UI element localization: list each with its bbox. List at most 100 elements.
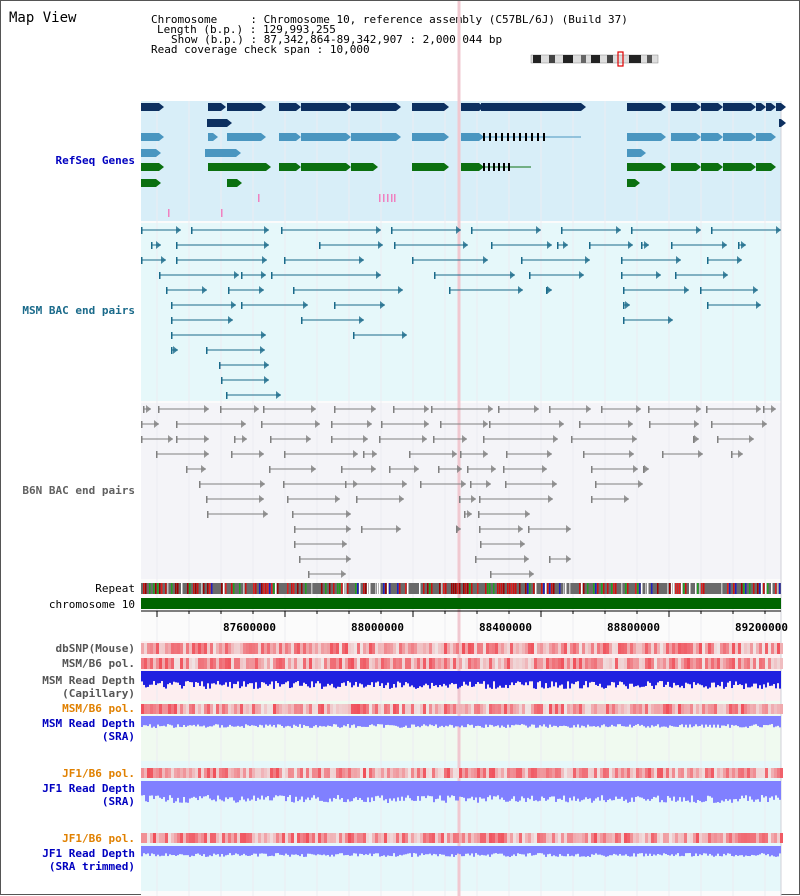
pol-cell: [654, 833, 657, 843]
pair-end: [676, 256, 681, 264]
pol-cell: [675, 768, 678, 778]
pol-cell: [198, 833, 201, 843]
depth-bar: [451, 781, 453, 796]
pol-cell: [363, 643, 366, 654]
pol-cell: [681, 658, 684, 669]
depth-bar: [651, 671, 653, 686]
pair-end: [356, 496, 358, 503]
pol-cell: [357, 768, 360, 778]
depth-bar: [757, 781, 759, 800]
show-info: Show (b.p.) : 87,342,864-89,342,907 : 2,…: [171, 33, 503, 46]
depth-bar: [461, 716, 463, 726]
track-label-msm-b6-pol-2[interactable]: MSM/B6 pol.: [62, 702, 135, 715]
pol-cell: [222, 658, 225, 669]
pair-end: [623, 302, 625, 309]
track-label-jf1-b6-pol[interactable]: JF1/B6 pol.: [62, 767, 135, 780]
polymorphism-tracks[interactable]: [141, 643, 783, 843]
track-label-msm-bac[interactable]: MSM BAC end pairs: [22, 304, 135, 317]
track-label-jf1-b6-pol-2[interactable]: JF1/B6 pol.: [62, 832, 135, 845]
depth-bar: [699, 846, 701, 855]
pol-cell: [438, 643, 441, 654]
pol-cell: [213, 768, 216, 778]
pol-cell: [369, 833, 372, 843]
b6n-bac-pairs-track[interactable]: [141, 405, 776, 593]
track-label-chromosome[interactable]: chromosome 10: [48, 598, 135, 611]
depth-bar: [235, 846, 237, 854]
depth-bar: [539, 846, 541, 854]
track-label-dbsnp[interactable]: dbSNP(Mouse): [55, 642, 135, 655]
pol-cell: [294, 833, 297, 843]
pair-end: [346, 510, 351, 518]
pol-cell: [201, 833, 204, 843]
pol-cell: [555, 833, 558, 843]
depth-bar: [379, 781, 381, 798]
axis-tick-label: 88400000: [479, 621, 532, 634]
depth-bar: [307, 716, 309, 727]
pair-end: [668, 316, 673, 324]
length-value: 129,993,255: [262, 23, 336, 36]
pol-cell: [615, 704, 618, 714]
pol-cell: [717, 643, 720, 654]
depth-bar: [167, 671, 169, 685]
track-label-repeat[interactable]: Repeat: [95, 582, 135, 595]
track-label-msm-b6-pol[interactable]: MSM/B6 pol.: [62, 657, 135, 670]
pair-end: [287, 496, 289, 503]
depth-bar: [721, 846, 723, 857]
depth-bar: [301, 781, 303, 797]
pol-cell: [219, 643, 222, 654]
pair-end: [264, 376, 269, 384]
refseq-genes-track[interactable]: [141, 103, 786, 217]
pol-cell: [609, 768, 612, 778]
depth-bar: [285, 716, 287, 727]
pol-cell: [474, 768, 477, 778]
repeat-mark: [513, 583, 515, 594]
msm-bac-pairs-track[interactable]: [141, 226, 781, 399]
pol-cell: [309, 643, 312, 654]
pair-end: [176, 421, 178, 428]
read-depth-tracks[interactable]: [141, 671, 781, 857]
depth-bar: [141, 716, 143, 727]
pol-cell: [222, 768, 225, 778]
pair-end: [440, 421, 442, 428]
chromosome-ideogram[interactable]: [530, 51, 659, 67]
depth-bar: [315, 781, 317, 799]
track-label-refseq[interactable]: RefSeq Genes: [55, 154, 135, 167]
pol-cell: [180, 658, 183, 669]
pol-cell: [141, 704, 144, 714]
track-label-jf1-read-depth-trimmed[interactable]: JF1 Read Depth: [42, 847, 135, 860]
gene-arrow: [213, 133, 218, 141]
gene-block: [756, 163, 771, 171]
pol-cell: [732, 643, 735, 654]
repeat-track[interactable]: [141, 583, 781, 594]
depth-bar: [453, 781, 455, 796]
depth-bar: [557, 781, 559, 799]
depth-bar: [309, 671, 311, 688]
depth-bar: [469, 781, 471, 799]
pol-cell: [621, 833, 624, 843]
track-label-msm-read-depth-capillary[interactable]: MSM Read Depth: [42, 674, 135, 687]
depth-bar: [639, 781, 641, 798]
pol-cell: [177, 833, 180, 843]
track-label-b6n-bac[interactable]: B6N BAC end pairs: [22, 484, 135, 497]
depth-bar: [289, 671, 291, 689]
track-label-msm-read-depth-sra[interactable]: MSM Read Depth: [42, 717, 135, 730]
depth-bar: [203, 716, 205, 726]
depth-bar: [461, 846, 463, 857]
track-label-jf1-read-depth-sra[interactable]: JF1 Read Depth: [42, 782, 135, 795]
depth-bar: [327, 716, 329, 726]
depth-bar: [283, 846, 285, 856]
pol-cell: [204, 704, 207, 714]
depth-bar: [671, 781, 673, 801]
depth-bar: [597, 716, 599, 727]
depth-bar: [375, 846, 377, 854]
pol-cell: [510, 768, 513, 778]
depth-bar: [357, 716, 359, 727]
depth-bar: [585, 846, 587, 857]
pol-cell: [519, 833, 522, 843]
depth-bar: [411, 671, 413, 686]
repeat-mark: [203, 583, 205, 594]
pair-end: [161, 256, 166, 264]
chromosome-bar[interactable]: [141, 598, 781, 609]
pair-end: [628, 420, 633, 428]
depth-bar: [533, 846, 535, 856]
